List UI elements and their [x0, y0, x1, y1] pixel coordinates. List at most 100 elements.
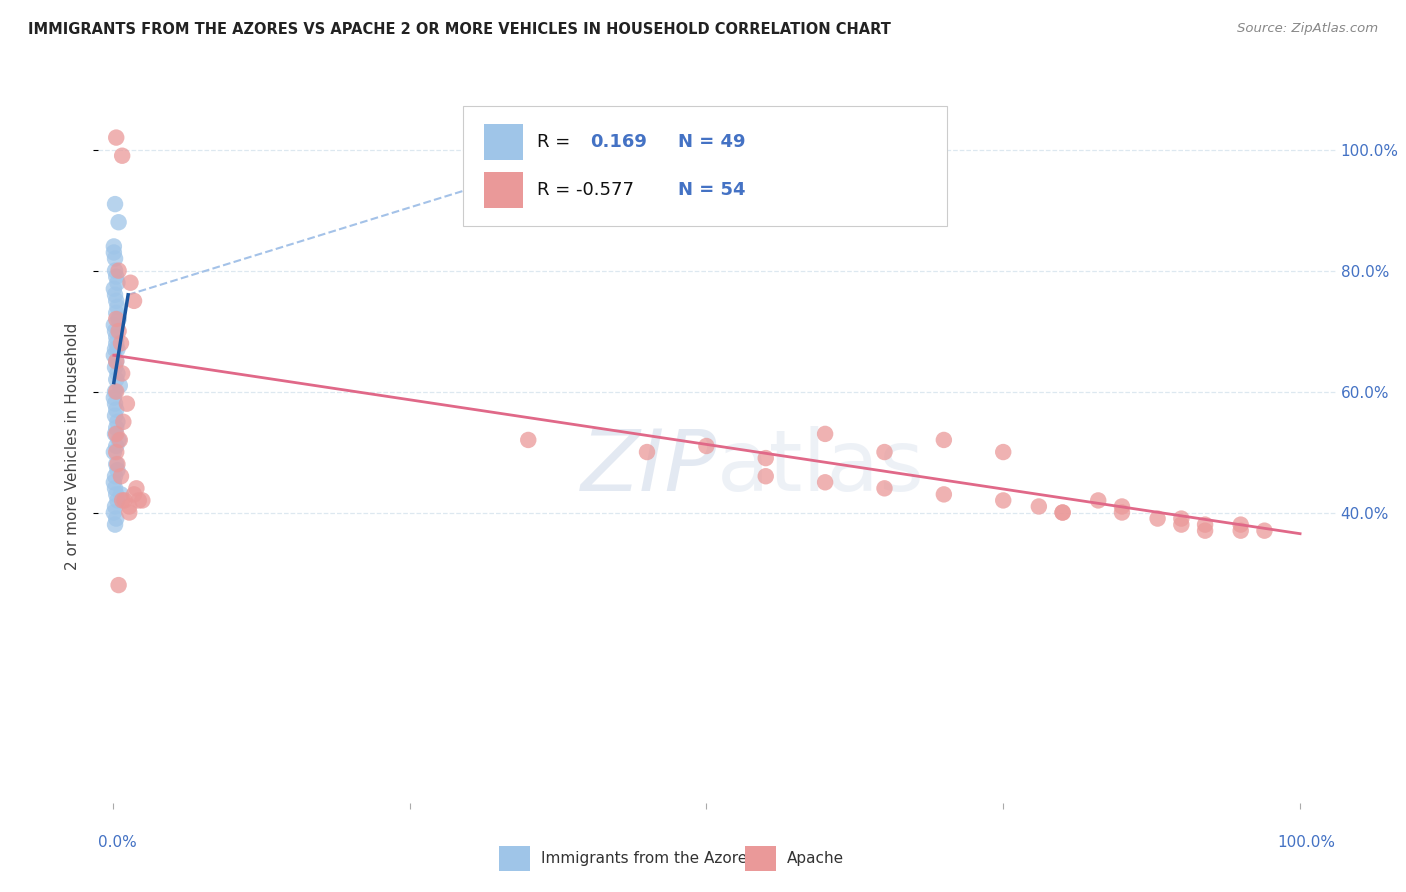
- Point: [122, 487, 145, 501]
- Point: [107, 457, 129, 471]
- Point: [1146, 511, 1168, 525]
- Point: [1194, 517, 1216, 532]
- Point: [103, 475, 125, 490]
- Point: [104, 500, 127, 514]
- Text: ZIP: ZIP: [581, 425, 717, 509]
- Point: [104, 197, 127, 211]
- Point: [107, 276, 129, 290]
- Point: [107, 215, 129, 229]
- Point: [1052, 506, 1074, 520]
- Point: [105, 269, 128, 284]
- Text: 100.0%: 100.0%: [1278, 836, 1336, 850]
- Point: [103, 282, 125, 296]
- Point: [104, 360, 127, 375]
- Point: [105, 312, 128, 326]
- Point: [107, 367, 129, 381]
- Point: [105, 384, 128, 399]
- Point: [107, 324, 129, 338]
- Point: [111, 493, 134, 508]
- Point: [107, 493, 129, 508]
- Point: [103, 348, 125, 362]
- Text: N = 54: N = 54: [678, 181, 745, 199]
- Point: [1111, 500, 1133, 514]
- Point: [105, 354, 128, 368]
- Text: Source: ZipAtlas.com: Source: ZipAtlas.com: [1237, 22, 1378, 36]
- Point: [105, 511, 128, 525]
- Point: [111, 149, 134, 163]
- Point: [932, 487, 955, 501]
- Point: [1170, 511, 1192, 525]
- Point: [105, 445, 128, 459]
- Point: [108, 433, 131, 447]
- Point: [1111, 506, 1133, 520]
- Point: [118, 506, 141, 520]
- Point: [128, 493, 150, 508]
- Point: [107, 312, 129, 326]
- Text: IMMIGRANTS FROM THE AZORES VS APACHE 2 OR MORE VEHICLES IN HOUSEHOLD CORRELATION: IMMIGRANTS FROM THE AZORES VS APACHE 2 O…: [28, 22, 891, 37]
- Point: [105, 306, 128, 320]
- Point: [636, 445, 658, 459]
- Point: [104, 397, 127, 411]
- Point: [104, 481, 127, 495]
- Text: R = -0.577: R = -0.577: [537, 181, 634, 199]
- Point: [105, 426, 128, 441]
- Point: [1229, 524, 1251, 538]
- Point: [120, 276, 142, 290]
- Point: [1052, 506, 1074, 520]
- Point: [115, 397, 138, 411]
- Point: [105, 372, 128, 386]
- Point: [104, 426, 127, 441]
- Point: [104, 384, 127, 399]
- Point: [105, 439, 128, 453]
- Point: [107, 263, 129, 277]
- Point: [131, 493, 153, 508]
- Point: [104, 469, 127, 483]
- Point: [1087, 493, 1109, 508]
- Point: [1229, 517, 1251, 532]
- Point: [104, 324, 127, 338]
- Point: [105, 336, 128, 351]
- Point: [103, 239, 125, 253]
- Text: Immigrants from the Azores: Immigrants from the Azores: [541, 851, 755, 865]
- Point: [107, 578, 129, 592]
- Point: [107, 343, 129, 357]
- Point: [814, 475, 837, 490]
- Point: [755, 469, 778, 483]
- Point: [114, 493, 136, 508]
- Text: 0.169: 0.169: [591, 133, 647, 151]
- Point: [118, 500, 141, 514]
- Text: atlas: atlas: [717, 425, 925, 509]
- Point: [111, 367, 134, 381]
- Point: [105, 402, 128, 417]
- Point: [107, 463, 129, 477]
- Point: [104, 517, 127, 532]
- Point: [105, 421, 128, 435]
- Point: [695, 439, 717, 453]
- Point: [108, 378, 131, 392]
- Point: [103, 391, 125, 405]
- Point: [1253, 524, 1275, 538]
- Point: [105, 293, 128, 308]
- Text: 0.0%: 0.0%: [98, 836, 138, 850]
- Point: [104, 252, 127, 266]
- Point: [103, 445, 125, 459]
- Point: [993, 445, 1015, 459]
- Point: [814, 426, 837, 441]
- Point: [104, 343, 127, 357]
- Point: [104, 263, 127, 277]
- Point: [110, 487, 132, 501]
- Text: R =: R =: [537, 133, 571, 151]
- Point: [105, 487, 128, 501]
- Y-axis label: 2 or more Vehicles in Household: 2 or more Vehicles in Household: [65, 322, 80, 570]
- Point: [107, 300, 129, 314]
- Point: [873, 481, 896, 495]
- Point: [103, 245, 125, 260]
- Point: [104, 409, 127, 423]
- Point: [105, 354, 128, 368]
- Point: [110, 469, 132, 483]
- Point: [105, 130, 128, 145]
- Point: [1194, 524, 1216, 538]
- Point: [103, 318, 125, 332]
- Point: [110, 336, 132, 351]
- Point: [932, 433, 955, 447]
